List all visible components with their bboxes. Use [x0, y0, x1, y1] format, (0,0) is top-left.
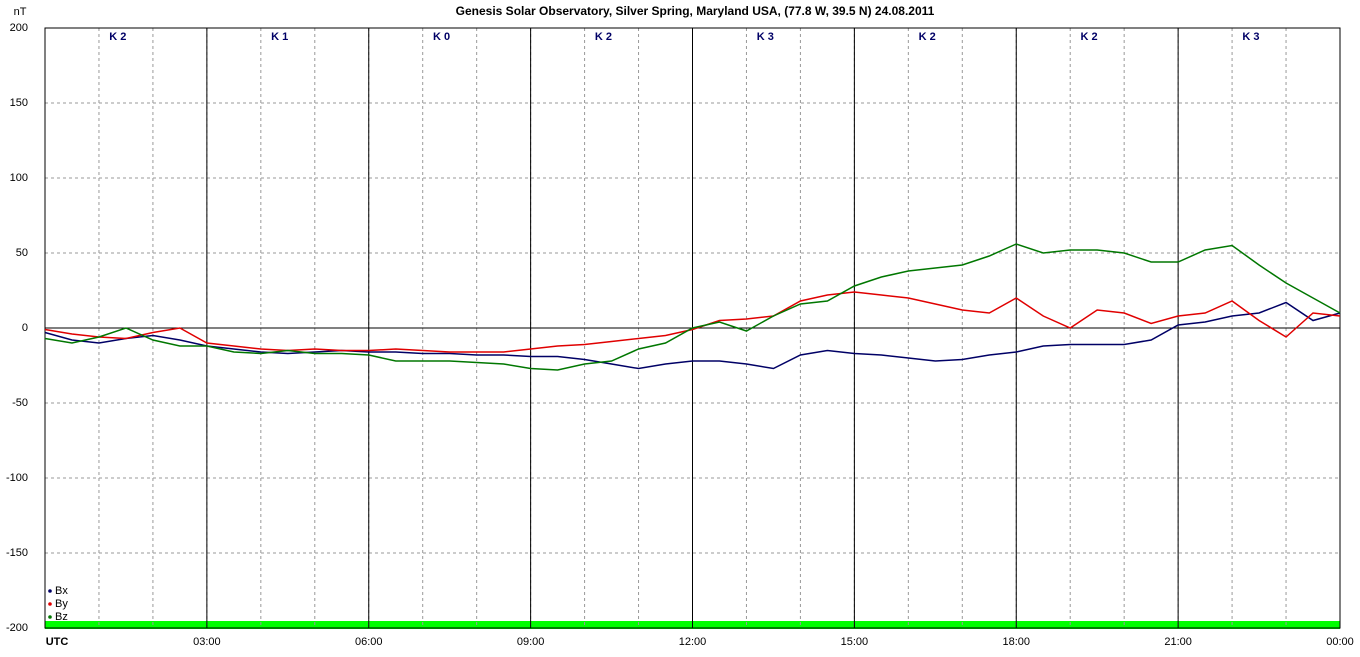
- y-tick-label: 50: [16, 247, 28, 259]
- x-tick-label: 03:00: [193, 636, 221, 648]
- y-tick-label: 200: [10, 22, 28, 34]
- legend-label: Bx: [55, 585, 68, 597]
- legend-marker: [48, 615, 52, 619]
- series-line: [44, 291, 1341, 353]
- y-tick-label: -50: [12, 397, 28, 409]
- x-tick-label: 06:00: [355, 636, 383, 648]
- k-index-label: K 2: [919, 31, 936, 43]
- y-tick-label: -100: [6, 472, 28, 484]
- y-tick-label: 100: [10, 172, 28, 184]
- k-index-label: K 1: [271, 31, 288, 43]
- k-index-label: K 3: [1242, 31, 1259, 43]
- plot-frame: [44, 27, 1341, 629]
- k-index-label: K 2: [595, 31, 612, 43]
- legend-marker: [48, 602, 52, 606]
- chart-title: Genesis Solar Observatory, Silver Spring…: [456, 4, 935, 18]
- x-tick-label: 15:00: [841, 636, 869, 648]
- legend-marker: [48, 589, 52, 593]
- x-tick-label: 12:00: [679, 636, 707, 648]
- y-tick-label: -150: [6, 547, 28, 559]
- x-tick-label: 00:00: [1326, 636, 1354, 648]
- y-tick-label: -200: [6, 622, 28, 634]
- x-tick-label: 21:00: [1164, 636, 1192, 648]
- x-tick-label: 18:00: [1002, 636, 1030, 648]
- series-line: [44, 301, 1341, 370]
- k-index-label: K 0: [433, 31, 450, 43]
- legend-label: Bz: [55, 611, 68, 623]
- y-tick-label: 0: [22, 322, 28, 334]
- legend-label: By: [55, 598, 68, 610]
- series-line: [44, 243, 1341, 371]
- y-axis-label: nT: [14, 6, 27, 18]
- y-tick-label: 150: [10, 97, 28, 109]
- x-tick-label: UTC: [46, 636, 69, 648]
- x-tick-label: 09:00: [517, 636, 545, 648]
- k-index-label: K 2: [109, 31, 126, 43]
- k-index-label: K 2: [1081, 31, 1098, 43]
- k-index-label: K 3: [757, 31, 774, 43]
